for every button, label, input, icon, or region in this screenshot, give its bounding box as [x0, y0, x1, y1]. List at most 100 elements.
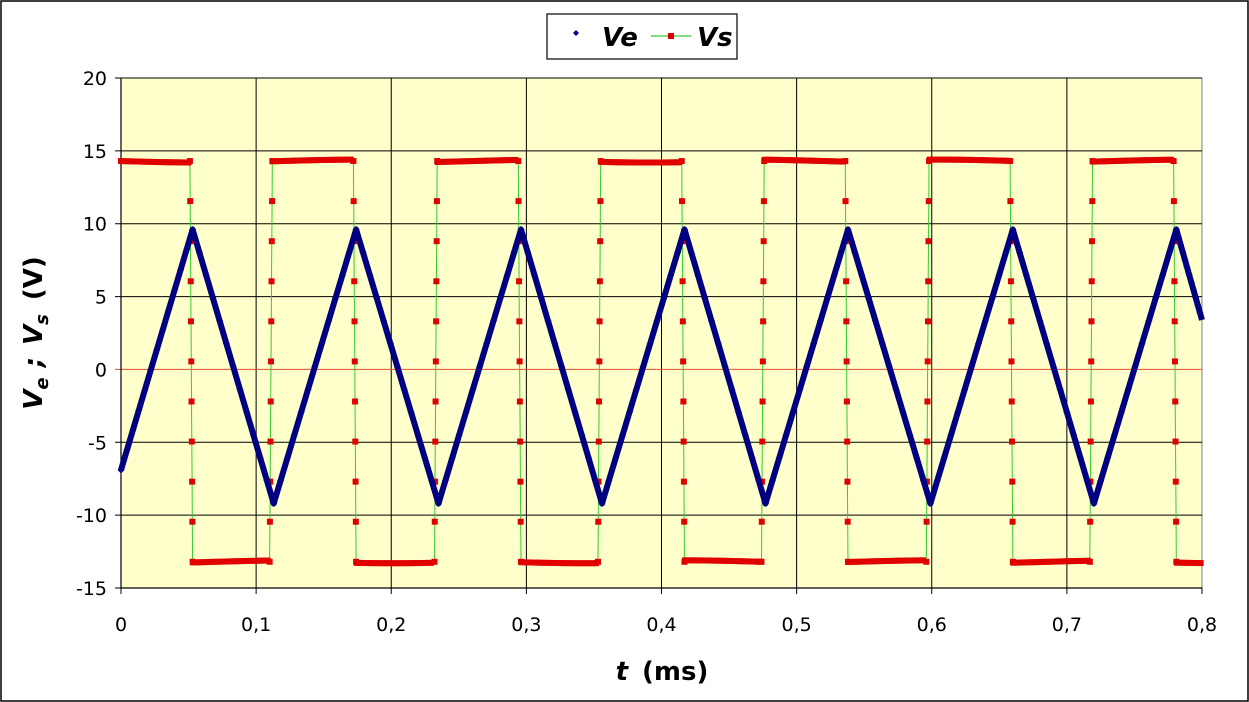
ve-point [1145, 317, 1153, 325]
vs-point [596, 358, 603, 365]
vs-point [569, 560, 576, 567]
vs-point [719, 557, 726, 564]
vs-point [953, 156, 960, 163]
vs-point [879, 558, 886, 565]
vs-point [608, 159, 615, 166]
vs-point [340, 156, 347, 163]
ve-point [1165, 248, 1173, 256]
ve-point [789, 408, 797, 416]
vs-point [782, 157, 789, 164]
vs-point [188, 358, 195, 365]
vs-point [247, 557, 254, 564]
ve-point [236, 385, 244, 393]
vs-point [158, 159, 165, 166]
y-tick-label: -5 [88, 432, 107, 454]
vs-point [344, 156, 351, 163]
vs-point [1044, 558, 1051, 565]
ve-point [892, 385, 900, 393]
vs-point [645, 159, 652, 166]
vs-point [330, 156, 337, 163]
vs-point [432, 438, 439, 445]
vs-point [1037, 558, 1044, 565]
ve-point [435, 499, 443, 507]
vs-point [865, 558, 872, 565]
vs-point [1107, 158, 1114, 165]
vs-point [726, 557, 733, 564]
vs-point [805, 157, 812, 164]
vs-point [445, 158, 452, 165]
vs-point [1184, 559, 1191, 566]
ve-point [551, 340, 559, 348]
vs-point [822, 158, 829, 165]
vs-point [411, 560, 418, 567]
vs-point [535, 559, 542, 566]
vs-point [387, 560, 394, 567]
ve-point [1138, 340, 1146, 348]
legend-vs-label: Vs [697, 23, 733, 53]
vs-point [492, 157, 499, 164]
vs-point [940, 156, 947, 163]
vs-point [579, 560, 586, 567]
ve-point [947, 431, 955, 439]
ve-point [386, 340, 394, 348]
vs-point [141, 158, 148, 165]
vs-point [270, 158, 277, 165]
vs-point [843, 358, 850, 365]
ve-point [653, 317, 661, 325]
vs-point [384, 560, 391, 567]
vs-point [1171, 358, 1178, 365]
ve-point [469, 385, 477, 393]
vs-point [1027, 559, 1034, 566]
vs-point [1110, 158, 1117, 165]
ve-point [721, 363, 729, 371]
vs-point [1144, 157, 1151, 164]
vs-point [394, 560, 401, 567]
vs-point [213, 558, 220, 565]
ve-point [216, 317, 224, 325]
ve-point [183, 246, 191, 254]
vs-point [478, 157, 485, 164]
vs-point [925, 198, 932, 205]
x-tick-label: 0,8 [1187, 614, 1217, 636]
vs-point [197, 559, 204, 566]
ve-point [1083, 477, 1091, 485]
vs-point [759, 438, 766, 445]
ve-point [135, 406, 143, 414]
ve-point [913, 454, 921, 462]
vs-point [1020, 559, 1027, 566]
ve-point [926, 499, 934, 507]
ve-point [1194, 301, 1202, 309]
ve-point [844, 226, 852, 234]
vs-point [203, 559, 210, 566]
vs-point [165, 159, 172, 166]
vs-point [843, 398, 850, 405]
vs-point [943, 156, 950, 163]
vs-point [517, 518, 524, 525]
vs-point [351, 278, 358, 285]
x-tick-label: 0,6 [917, 614, 947, 636]
ve-point [1196, 308, 1204, 316]
ve-point [1056, 385, 1064, 393]
y-tick-label: 5 [95, 287, 107, 309]
vs-point [649, 159, 656, 166]
vs-point [353, 559, 360, 566]
vs-point [1161, 156, 1168, 163]
vs-point [680, 358, 687, 365]
vs-point [307, 157, 314, 164]
vs-point [615, 159, 622, 166]
vs-point [178, 159, 185, 166]
vs-point [876, 558, 883, 565]
vs-point [1067, 558, 1074, 565]
vs-point [468, 158, 475, 165]
vs-point [552, 559, 559, 566]
vs-point [267, 438, 274, 445]
vs-point [207, 558, 214, 565]
ve-point [646, 340, 654, 348]
vs-point [967, 156, 974, 163]
vs-point [1173, 518, 1180, 525]
vs-point [586, 560, 593, 567]
ve-point [694, 271, 702, 279]
ve-point [837, 248, 845, 256]
vs-point [380, 560, 387, 567]
ve-point [974, 340, 982, 348]
